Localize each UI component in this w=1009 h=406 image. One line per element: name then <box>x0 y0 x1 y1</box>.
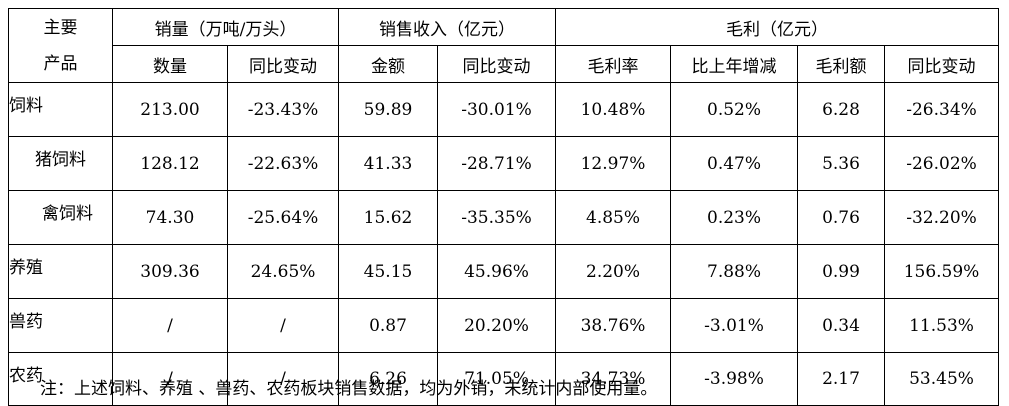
table-cell: 5.36 <box>797 136 886 191</box>
column-header-amount: 金额 <box>338 45 439 83</box>
header-row-groups: 主要 产品 销量（万吨/万头） 销售收入（亿元） 毛利（亿元） <box>8 8 1000 83</box>
table-cell: 20.20% <box>437 298 557 353</box>
table-cell: 156.59% <box>884 244 1000 299</box>
table-cell: 0.34 <box>797 298 886 353</box>
table-cell: / <box>112 298 228 353</box>
table-cell: 0.99 <box>797 244 886 299</box>
table-cell: 213.00 <box>112 82 228 137</box>
table-cell: 15.62 <box>338 190 439 245</box>
table-cell: 45.96% <box>437 244 557 299</box>
table-row: 禽饲料 74.30 -25.64% 15.62 -35.35% 4.85% 0.… <box>8 190 1000 245</box>
table-cell: -23.43% <box>226 82 340 137</box>
table-cell: 24.65% <box>226 244 340 299</box>
table-cell: 2.17 <box>797 352 886 406</box>
table-cell: 7.88% <box>670 244 799 299</box>
table-cell: 74.30 <box>112 190 228 245</box>
row-label: 禽饲料 <box>8 190 113 245</box>
table-cell: 0.23% <box>670 190 799 245</box>
corner-header: 主要 产品 <box>8 8 113 83</box>
column-header-yoy-profit: 同比变动 <box>884 45 1000 83</box>
table-cell: 0.87 <box>338 298 439 353</box>
corner-label-line2: 产品 <box>43 53 78 74</box>
table-cell: / <box>226 298 340 353</box>
table-cell: 0.76 <box>797 190 886 245</box>
table-cell: 41.33 <box>338 136 439 191</box>
corner-label-line1: 主要 <box>43 17 78 38</box>
column-header-yoy-revenue: 同比变动 <box>437 45 557 83</box>
table-cell: 53.45% <box>884 352 1000 406</box>
table-cell: -28.71% <box>437 136 557 191</box>
table-cell: 10.48% <box>555 82 672 137</box>
column-header-quantity: 数量 <box>112 45 228 83</box>
table-cell: -25.64% <box>226 190 340 245</box>
header-row-columns: 数量 同比变动 金额 同比变动 毛利率 比上年增减 毛利额 同比变动 <box>9 45 1000 83</box>
table-row: 养殖 309.36 24.65% 45.15 45.96% 2.20% 7.88… <box>8 244 1000 299</box>
table-cell: 59.89 <box>338 82 439 137</box>
table-cell: -26.02% <box>884 136 1000 191</box>
table-cell: 45.15 <box>338 244 439 299</box>
row-label: 农药 <box>8 352 113 406</box>
group-header-revenue: 销售收入（亿元） <box>338 8 557 46</box>
table-cell: -35.35% <box>437 190 557 245</box>
row-label: 养殖 <box>8 244 113 299</box>
footnote: 注：上述饲料、养殖 、兽药、农药板块销售数据，均为外销，未统计内部使用量。 <box>40 379 658 399</box>
sales-table: 主要 产品 销量（万吨/万头） 销售收入（亿元） 毛利（亿元） 数量 同比变动 … <box>8 8 1000 406</box>
group-header-sales-volume: 销量（万吨/万头） <box>111 8 340 46</box>
table-cell: 34.73% <box>555 352 672 406</box>
row-label: 兽药 <box>8 298 113 353</box>
table-cell: 4.85% <box>555 190 672 245</box>
group-header-gross-profit: 毛利（亿元） <box>555 8 1000 46</box>
table-cell: -26.34% <box>884 82 1000 137</box>
table-row: 猪饲料 128.12 -22.63% 41.33 -28.71% 12.97% … <box>8 136 1000 191</box>
table-cell: 38.76% <box>555 298 672 353</box>
row-label: 猪饲料 <box>8 136 113 191</box>
table-cell: 0.47% <box>670 136 799 191</box>
table-cell: 309.36 <box>112 244 228 299</box>
table-row: 兽药 / / 0.87 20.20% 38.76% -3.01% 0.34 11… <box>8 298 1000 353</box>
table-cell: 128.12 <box>112 136 228 191</box>
table-cell: -3.98% <box>670 352 799 406</box>
table-cell: -3.01% <box>670 298 799 353</box>
table-cell: 6.26 <box>338 352 439 406</box>
table-cell: / <box>112 352 228 406</box>
table-cell: 12.97% <box>555 136 672 191</box>
column-header-margin-change: 比上年增减 <box>670 45 799 83</box>
table-cell: -30.01% <box>437 82 557 137</box>
table-cell: -22.63% <box>226 136 340 191</box>
column-header-gross-margin: 毛利率 <box>555 45 672 83</box>
column-header-yoy-volume: 同比变动 <box>226 45 340 83</box>
row-label: 饲料 <box>8 82 113 137</box>
table-cell: 71.05% <box>437 352 557 406</box>
table-cell: 6.28 <box>797 82 886 137</box>
table-cell: 0.52% <box>670 82 799 137</box>
table-row: 饲料 213.00 -23.43% 59.89 -30.01% 10.48% 0… <box>8 82 1000 137</box>
table-cell: 11.53% <box>884 298 1000 353</box>
table-cell: 2.20% <box>555 244 672 299</box>
table-cell: / <box>226 352 340 406</box>
table-row: 农药 / / 6.26 71.05% 34.73% -3.98% 2.17 53… <box>8 352 1000 406</box>
table-cell: -32.20% <box>884 190 1000 245</box>
column-header-gross-profit: 毛利额 <box>797 45 886 83</box>
